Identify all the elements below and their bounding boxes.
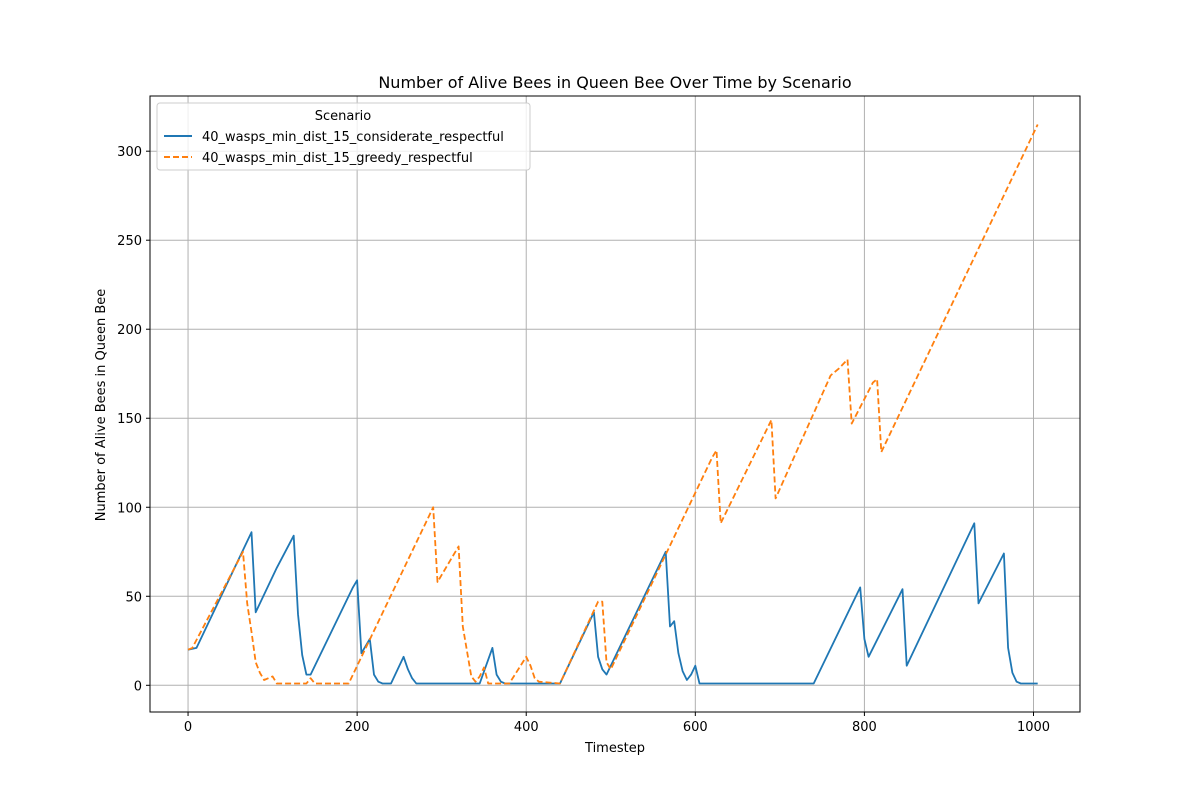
x-tick-label: 200 xyxy=(345,720,370,735)
y-tick-label: 200 xyxy=(117,323,142,338)
x-tick-label: 0 xyxy=(184,720,192,735)
y-tick-label: 0 xyxy=(134,679,142,694)
x-tick-label: 1000 xyxy=(1017,720,1050,735)
x-tick-label: 600 xyxy=(683,720,708,735)
y-tick-label: 150 xyxy=(117,412,142,427)
y-tick-label: 100 xyxy=(117,501,142,516)
legend: Scenario 40_wasps_min_dist_15_considerat… xyxy=(156,102,531,171)
y-axis-label: Number of Alive Bees in Queen Bee xyxy=(94,289,109,522)
legend-title: Scenario xyxy=(315,109,372,124)
x-tick-label: 800 xyxy=(852,720,877,735)
y-tick-label: 300 xyxy=(117,145,142,160)
x-axis-label: Timestep xyxy=(584,741,645,756)
legend-label-considerate: 40_wasps_min_dist_15_considerate_respect… xyxy=(202,130,504,145)
y-tick-label: 50 xyxy=(125,590,142,605)
x-tick-label: 400 xyxy=(514,720,539,735)
y-axis: 0 50 100 150 200 250 300 xyxy=(117,145,150,694)
grid xyxy=(150,96,1080,712)
series-line-greedy xyxy=(187,124,1039,685)
series-layer xyxy=(187,124,1039,685)
x-axis: 0 200 400 600 800 1000 xyxy=(184,712,1050,735)
plot-frame xyxy=(149,95,1081,713)
y-tick-label: 250 xyxy=(117,234,142,249)
legend-box xyxy=(156,102,531,171)
legend-label-greedy: 40_wasps_min_dist_15_greedy_respectful xyxy=(202,151,473,166)
chart-title: Number of Alive Bees in Queen Bee Over T… xyxy=(378,73,851,92)
